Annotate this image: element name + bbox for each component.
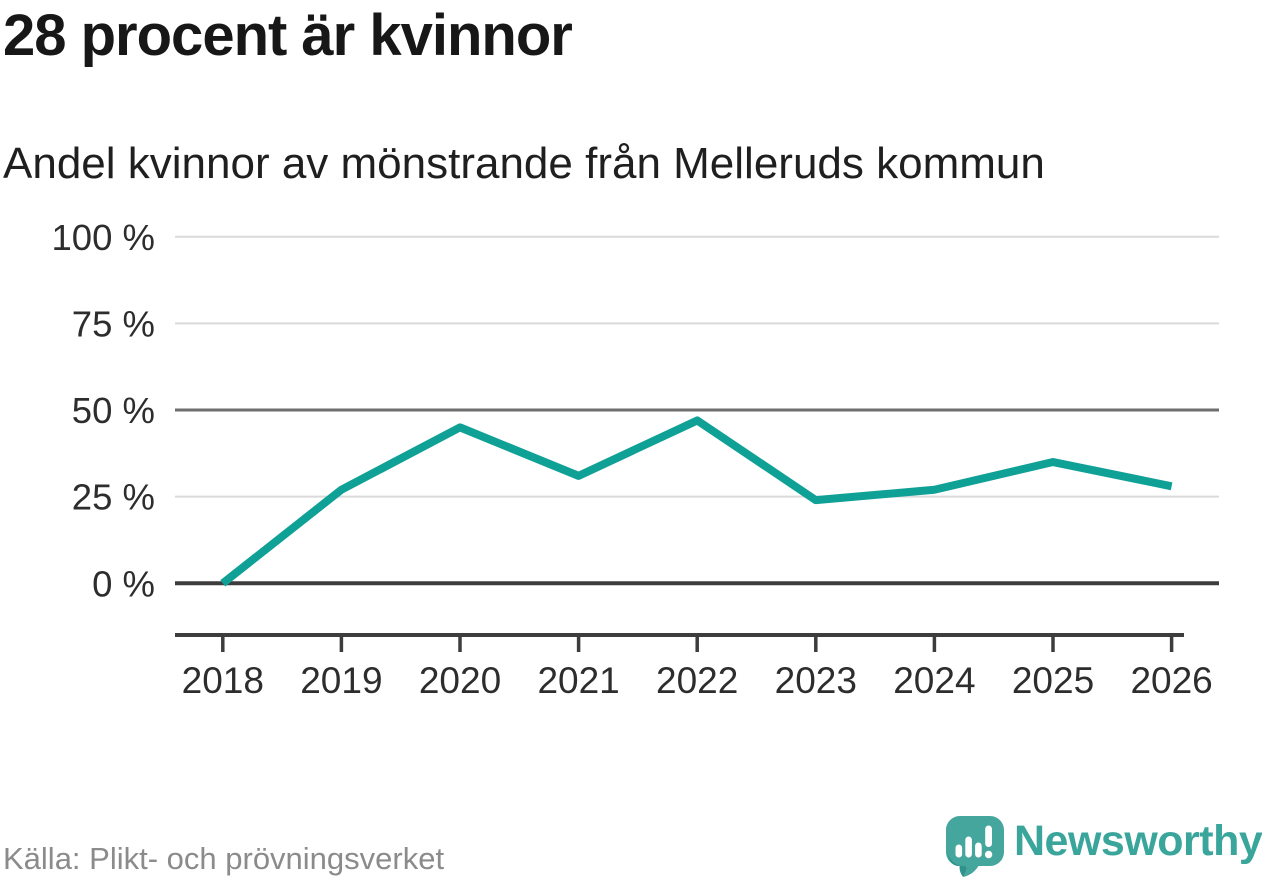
x-tick-label-2026: 2026	[1130, 660, 1212, 701]
chart-title: 28 procent är kvinnor	[3, 3, 573, 68]
newsworthy-wordmark: Newsworthy	[1014, 817, 1262, 865]
y-tick-label-100: 100 %	[52, 217, 156, 258]
x-tick-label-2022: 2022	[656, 660, 738, 701]
x-tick-label-2025: 2025	[1012, 660, 1094, 701]
x-tick-label-2021: 2021	[537, 660, 619, 701]
x-tick-label-2023: 2023	[775, 660, 857, 701]
speech-bubble-bar-chart-icon	[946, 816, 1004, 877]
y-tick-label-0: 0 %	[92, 563, 155, 604]
y-tick-label-50: 50 %	[72, 390, 155, 431]
x-tick-label-2020: 2020	[419, 660, 501, 701]
chart-subtitle: Andel kvinnor av mönstrande från Melleru…	[3, 139, 1045, 188]
x-tick-label-2018: 2018	[182, 660, 264, 701]
source-note: Källa: Plikt- och prövningsverket	[3, 841, 445, 876]
y-tick-label-25: 25 %	[72, 477, 155, 518]
y-tick-label-75: 75 %	[72, 303, 155, 344]
x-tick-label-2019: 2019	[300, 660, 382, 701]
data-line	[220, 416, 1173, 587]
x-tick-label-2024: 2024	[893, 660, 975, 701]
newsworthy-logo: Newsworthy	[945, 815, 1262, 877]
